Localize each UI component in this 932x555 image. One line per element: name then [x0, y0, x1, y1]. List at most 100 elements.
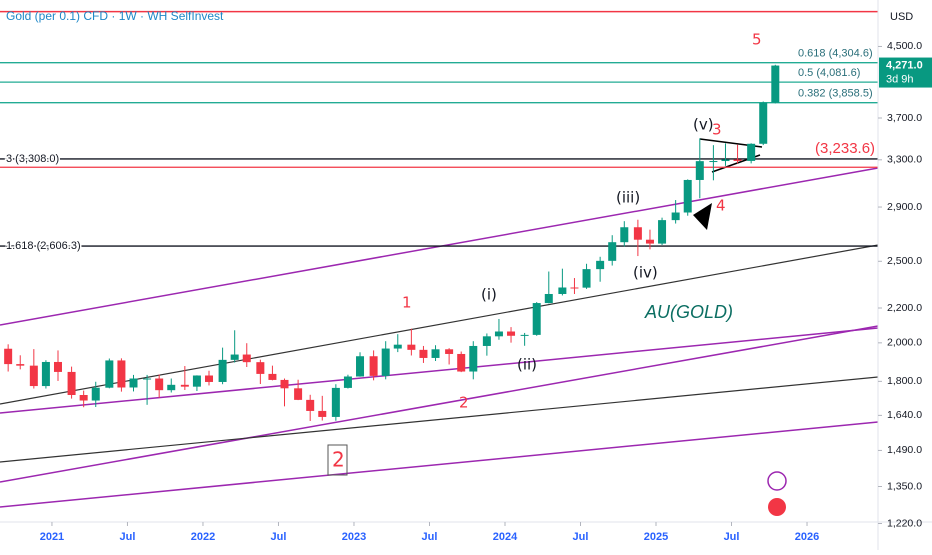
- wave-label: 3: [712, 121, 722, 139]
- candle-body: [570, 287, 579, 289]
- x-tick-label: Jul: [573, 531, 589, 543]
- candle-body: [155, 378, 164, 391]
- trend-line: [0, 376, 879, 463]
- candle-body: [419, 349, 428, 358]
- candle-body: [658, 220, 667, 244]
- candle-body: [771, 65, 780, 103]
- candle-body: [306, 399, 315, 411]
- candle-body: [544, 293, 553, 304]
- candle-body: [469, 345, 478, 372]
- trend-line: [0, 421, 879, 508]
- price-tag-label: 4,271.0: [886, 59, 923, 71]
- y-tick-label: 3,700.0: [887, 112, 922, 124]
- candle-body: [445, 349, 454, 354]
- candle-body: [507, 331, 516, 336]
- y-tick-label: 2,200.0: [887, 302, 922, 314]
- x-tick-label: 2026: [795, 531, 819, 543]
- candle-body: [532, 303, 541, 335]
- candle-body: [759, 102, 768, 144]
- candle-body: [192, 375, 201, 387]
- candle-body: [633, 227, 642, 240]
- candle-body: [747, 143, 756, 161]
- y-tick-label: 3,300.0: [887, 154, 922, 166]
- x-tick-label: 2021: [40, 531, 64, 543]
- candle-body: [67, 371, 76, 395]
- candle-body: [582, 269, 591, 288]
- candle-body: [494, 331, 503, 337]
- trend-line: [0, 325, 879, 483]
- chart-title: Gold (per 0.1) CFD · 1W · WH SelfInvest: [6, 9, 224, 23]
- candle-body: [318, 410, 327, 417]
- y-tick-label: 2,500.0: [887, 255, 922, 267]
- wave-label: (iv): [633, 264, 658, 282]
- x-tick-label: Jul: [422, 531, 438, 543]
- candle-body: [369, 356, 378, 376]
- x-tick-label: Jul: [120, 531, 136, 543]
- x-tick-label: 2024: [493, 531, 518, 543]
- x-tick-label: 2022: [191, 531, 215, 543]
- candle-body: [683, 179, 692, 213]
- candle-body: [381, 348, 390, 376]
- candle-body: [143, 378, 152, 380]
- candle-body: [356, 356, 365, 377]
- candle-body: [280, 379, 289, 389]
- wave-label: (ii): [517, 356, 537, 374]
- candle-body: [129, 378, 138, 388]
- wave-label: (iii): [616, 189, 640, 207]
- wave-label: 2: [459, 394, 469, 412]
- arrow: [693, 203, 712, 230]
- candles: [4, 64, 780, 421]
- annotations: 5 3 4 1 2 2 (v) (iii) (iv) (i) (ii) AU(G…: [327, 31, 762, 476]
- candle-body: [721, 159, 730, 162]
- icon[interactable]: [767, 471, 787, 491]
- candle-body: [218, 359, 227, 382]
- y-tick-label: 4,500.0: [887, 40, 922, 52]
- trend-line: [0, 327, 879, 414]
- level-label: 0.618 (4,304.6): [798, 48, 873, 60]
- x-tick-label: 2025: [644, 531, 668, 543]
- countdown: 3d 9h: [886, 73, 914, 85]
- y-tick-label: 1,490.0: [887, 444, 922, 456]
- y-tick-label: 1,220.0: [887, 517, 922, 529]
- candle-body: [29, 365, 38, 387]
- candle-body: [558, 287, 567, 294]
- wave-label: (v): [693, 116, 714, 134]
- candle-body: [733, 159, 742, 161]
- candle-body: [695, 161, 704, 180]
- trend-line: [0, 244, 879, 405]
- candle-body: [41, 361, 50, 387]
- level-label: 0.5 (4,081.6): [798, 67, 860, 79]
- candle-body: [596, 260, 605, 270]
- candle-body: [180, 384, 189, 387]
- y-tick-label: 2,900.0: [887, 201, 922, 213]
- icon[interactable]: [768, 498, 786, 516]
- candle-body: [268, 373, 277, 380]
- wave-label: 2: [332, 448, 345, 472]
- candle-body: [105, 360, 114, 388]
- wave-label: 1: [402, 294, 412, 312]
- wave-label: 4: [716, 197, 726, 215]
- candle-body: [343, 376, 352, 388]
- candle-body: [457, 353, 466, 372]
- chart-label: AU(GOLD): [644, 302, 733, 322]
- candle-body: [79, 394, 88, 401]
- candle-body: [16, 364, 25, 366]
- y-tick-label: 1,350.0: [887, 480, 922, 492]
- candle-body: [230, 354, 239, 360]
- candle-body: [53, 361, 62, 372]
- candle-body: [620, 227, 629, 243]
- y-tick-label: 1,800.0: [887, 375, 922, 387]
- candle-body: [205, 375, 214, 382]
- candle-body: [294, 388, 303, 400]
- candle-body: [117, 360, 126, 388]
- x-tick-label: 2023: [342, 531, 366, 543]
- candle-body: [671, 212, 680, 221]
- price-tag: [879, 57, 932, 88]
- candle-body: [645, 239, 654, 244]
- plot-area: 0.618 (4,304.6) 0.5 (4,081.6) 0.382 (3,858…: [0, 10, 879, 508]
- level-label: 0.382 (3,858.5): [798, 88, 873, 100]
- candle-body: [709, 161, 718, 163]
- candle-body: [431, 349, 440, 358]
